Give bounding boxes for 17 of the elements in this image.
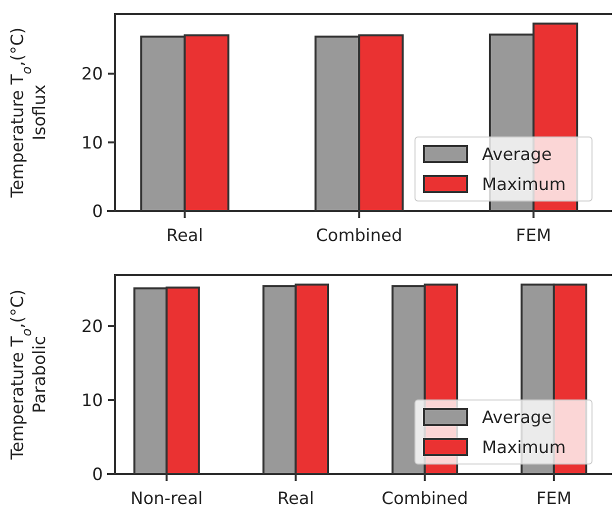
x-tick-label: FEM [516,226,552,246]
x-tick-label: Real [166,226,204,246]
legend-label: Average [482,408,552,428]
y-tick-label: 10 [81,390,103,411]
legend-label: Maximum [482,438,566,458]
y-tick-label: 0 [92,202,103,222]
legend-label: Maximum [482,175,566,195]
x-tick-label: Combined [382,489,468,509]
x-tick-label: Non-real [130,489,203,509]
y-tick-label: 10 [81,133,103,154]
y-tick-label: 20 [81,316,103,337]
y-tick-label: 0 [92,464,103,485]
y-tick-label: 20 [81,64,103,85]
x-tick-label: FEM [536,489,572,509]
legend-label: Average [482,145,552,165]
x-tick-label: Combined [316,226,402,246]
x-tick-label: Real [277,489,314,509]
